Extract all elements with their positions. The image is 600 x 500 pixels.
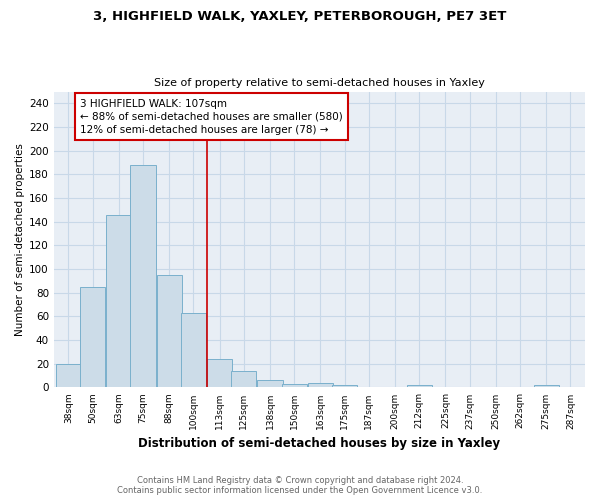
Bar bbox=[207, 359, 232, 388]
Bar bbox=[332, 385, 357, 388]
Bar bbox=[257, 380, 283, 388]
Text: 3, HIGHFIELD WALK, YAXLEY, PETERBOROUGH, PE7 3ET: 3, HIGHFIELD WALK, YAXLEY, PETERBOROUGH,… bbox=[94, 10, 506, 23]
Bar bbox=[181, 313, 206, 388]
Bar bbox=[56, 364, 81, 388]
Bar bbox=[231, 371, 256, 388]
Text: Contains HM Land Registry data © Crown copyright and database right 2024.
Contai: Contains HM Land Registry data © Crown c… bbox=[118, 476, 482, 495]
X-axis label: Distribution of semi-detached houses by size in Yaxley: Distribution of semi-detached houses by … bbox=[139, 437, 500, 450]
Bar bbox=[281, 384, 307, 388]
Bar bbox=[308, 382, 333, 388]
Title: Size of property relative to semi-detached houses in Yaxley: Size of property relative to semi-detach… bbox=[154, 78, 485, 88]
Bar bbox=[130, 165, 155, 388]
Bar bbox=[407, 385, 432, 388]
Bar bbox=[80, 287, 105, 388]
Bar bbox=[157, 275, 182, 388]
Y-axis label: Number of semi-detached properties: Number of semi-detached properties bbox=[15, 143, 25, 336]
Text: 3 HIGHFIELD WALK: 107sqm
← 88% of semi-detached houses are smaller (580)
12% of : 3 HIGHFIELD WALK: 107sqm ← 88% of semi-d… bbox=[80, 98, 343, 135]
Bar bbox=[106, 214, 131, 388]
Bar bbox=[533, 385, 559, 388]
